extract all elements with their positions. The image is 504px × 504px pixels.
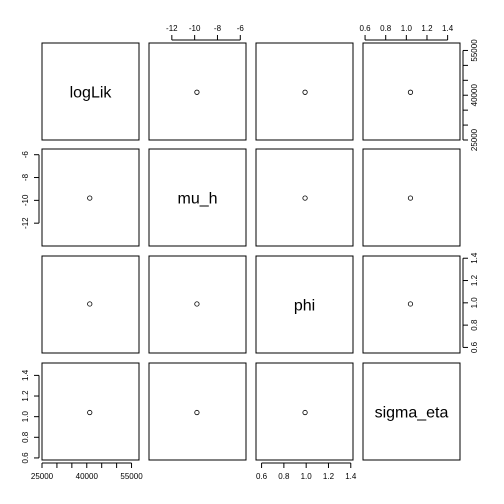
- tick-label-logLik-bottom: 55000: [120, 472, 143, 481]
- tick-label-mu_h-left: -12: [21, 217, 30, 229]
- point-phi-vs-logLik: [87, 301, 93, 307]
- tick-label-phi-bottom: 0.6: [256, 472, 268, 481]
- tick-label-sigma_eta-top: 1.0: [401, 24, 413, 33]
- panel-logLik-phi: [255, 42, 354, 141]
- tick-label-phi-right: 0.8: [470, 319, 479, 331]
- tick-label-mu_h-top: -10: [189, 24, 201, 33]
- panel-logLik-mu_h: [148, 42, 247, 141]
- tick-label-sigma_eta-left: 1.0: [21, 411, 30, 423]
- point-mu_h-vs-sigma_eta: [407, 195, 414, 201]
- diagonal-label-mu_h: mu_h: [177, 191, 217, 208]
- panel-phi-phi: [255, 255, 354, 354]
- tick-label-phi-right: 0.6: [470, 341, 479, 353]
- tick-label-phi-right: 1.4: [470, 252, 479, 264]
- panel-sigma_eta-sigma_eta: [362, 362, 461, 461]
- tick-label-sigma_eta-top: 1.2: [421, 24, 433, 33]
- tick-label-sigma_eta-top: 0.6: [360, 24, 372, 33]
- tick-label-mu_h-top: -8: [214, 24, 222, 33]
- tick-label-logLik-bottom: 25000: [31, 472, 54, 481]
- panel-sigma_eta-mu_h: [148, 362, 247, 461]
- tick-label-sigma_eta-left: 1.2: [21, 390, 30, 402]
- tick-label-mu_h-left: -6: [21, 151, 30, 159]
- diagonal-label-logLik: logLik: [70, 85, 113, 102]
- tick-label-sigma_eta-left: 0.6: [21, 452, 30, 464]
- panel-phi-logLik: [41, 255, 140, 354]
- panel-mu_h-sigma_eta: [362, 148, 461, 247]
- tick-label-logLik-bottom: 40000: [76, 472, 99, 481]
- point-logLik-vs-phi: [302, 89, 308, 95]
- tick-label-mu_h-left: -8: [21, 173, 30, 181]
- panel-mu_h-phi: [255, 148, 354, 247]
- panel-logLik-logLik: [41, 42, 140, 141]
- point-logLik-vs-sigma_eta: [407, 89, 414, 95]
- tick-label-logLik-right: 55000: [470, 39, 479, 62]
- tick-label-sigma_eta-left: 1.4: [21, 369, 30, 381]
- point-mu_h-vs-phi: [302, 195, 308, 201]
- panel-sigma_eta-logLik: [41, 362, 140, 461]
- tick-label-phi-right: 1.2: [470, 274, 479, 286]
- diagonal-label-sigma_eta: sigma_eta: [375, 405, 449, 422]
- diagonal-label-phi: phi: [294, 298, 315, 315]
- tick-label-phi-bottom: 1.4: [345, 472, 357, 481]
- panel-phi-mu_h: [148, 255, 247, 354]
- point-sigma_eta-vs-phi: [302, 409, 308, 416]
- tick-label-mu_h-left: -10: [21, 194, 30, 206]
- panel-sigma_eta-phi: [255, 362, 354, 461]
- tick-label-phi-bottom: 1.0: [301, 472, 313, 481]
- tick-label-logLik-right: 40000: [470, 84, 479, 107]
- tick-label-sigma_eta-top: 1.4: [442, 24, 454, 33]
- point-logLik-vs-mu_h: [194, 89, 200, 95]
- tick-label-logLik-right: 25000: [470, 128, 479, 151]
- tick-label-phi-right: 1.0: [470, 297, 479, 309]
- tick-label-mu_h-top: -12: [166, 24, 178, 33]
- tick-label-phi-bottom: 1.2: [323, 472, 335, 481]
- point-phi-vs-mu_h: [194, 301, 200, 307]
- panel-mu_h-mu_h: [148, 148, 247, 247]
- tick-label-sigma_eta-left: 0.8: [21, 431, 30, 443]
- point-mu_h-vs-logLik: [87, 195, 93, 201]
- point-sigma_eta-vs-logLik: [87, 409, 93, 416]
- panel-phi-sigma_eta: [362, 255, 461, 354]
- point-phi-vs-sigma_eta: [407, 301, 414, 307]
- panel-mu_h-logLik: [41, 148, 140, 247]
- tick-label-phi-bottom: 0.8: [278, 472, 290, 481]
- panel-logLik-sigma_eta: [362, 42, 461, 141]
- tick-label-sigma_eta-top: 0.8: [380, 24, 392, 33]
- tick-label-mu_h-top: -6: [237, 24, 245, 33]
- point-sigma_eta-vs-mu_h: [194, 409, 200, 416]
